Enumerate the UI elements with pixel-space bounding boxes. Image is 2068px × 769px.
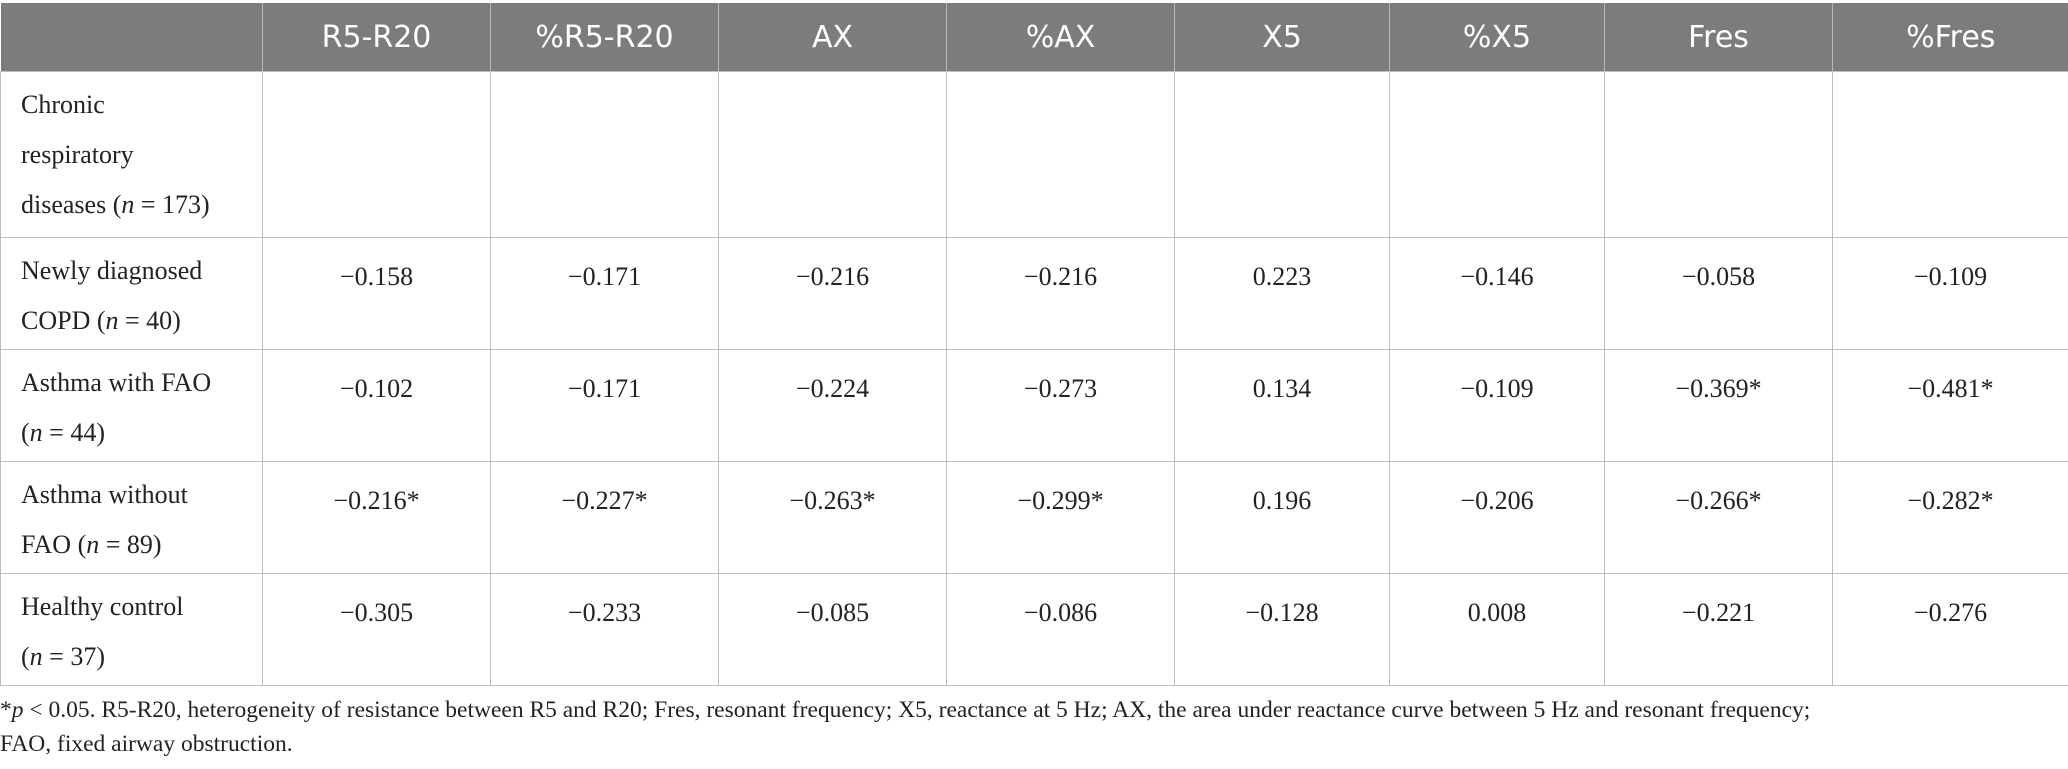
table-row: Asthma without FAO (n = 89) −0.216* −0.227*… bbox=[0, 461, 2068, 574]
header-cell: %AX bbox=[946, 3, 1175, 72]
value-cell: 0.196 bbox=[1174, 461, 1390, 574]
footnote-line-1: *p < 0.05. R5-R20, heterogeneity of resi… bbox=[0, 697, 1811, 723]
value-cell: −0.273 bbox=[946, 349, 1175, 462]
row-label-line: Chronic bbox=[21, 90, 105, 119]
table-row: Asthma with FAO (n = 44) −0.102 −0.171 −0.22… bbox=[0, 349, 2068, 462]
value-cell: −0.227* bbox=[490, 461, 719, 574]
header-cell-blank bbox=[0, 3, 263, 72]
row-label: Asthma without FAO (n = 89) bbox=[0, 461, 263, 574]
header-cell: X5 bbox=[1174, 3, 1390, 72]
row-label-line: Asthma without bbox=[21, 480, 188, 509]
value-cell bbox=[718, 71, 947, 238]
header-cell: %R5-R20 bbox=[490, 3, 719, 72]
value-cell: −0.086 bbox=[946, 573, 1175, 686]
header-cell: %Fres bbox=[1832, 3, 2068, 72]
header-cell: R5-R20 bbox=[262, 3, 491, 72]
row-label: Newly diagnosed COPD (n = 40) bbox=[0, 237, 263, 350]
header-row: R5-R20 %R5-R20 AX %AX X5 %X5 Fres %Fres bbox=[0, 3, 2068, 72]
value-cell: −0.102 bbox=[262, 349, 491, 462]
value-cell: −0.171 bbox=[490, 237, 719, 350]
value-cell: −0.299* bbox=[946, 461, 1175, 574]
value-cell: −0.233 bbox=[490, 573, 719, 686]
row-label: Chronic respiratory diseases (n = 173) bbox=[0, 71, 263, 238]
value-cell: −0.263* bbox=[718, 461, 947, 574]
header-cell: %X5 bbox=[1389, 3, 1605, 72]
table-row: Chronic respiratory diseases (n = 173) bbox=[0, 71, 2068, 238]
table-footnote: *p < 0.05. R5-R20, heterogeneity of resi… bbox=[0, 693, 2060, 761]
value-cell bbox=[1389, 71, 1605, 238]
row-label-line: diseases (n = 173) bbox=[21, 190, 210, 219]
value-cell: −0.085 bbox=[718, 573, 947, 686]
row-label-line: COPD (n = 40) bbox=[21, 306, 181, 335]
row-label-line: (n = 44) bbox=[21, 418, 105, 447]
value-cell: 0.008 bbox=[1389, 573, 1605, 686]
value-cell: −0.276 bbox=[1832, 573, 2068, 686]
value-cell: −0.282* bbox=[1832, 461, 2068, 574]
value-cell: −0.305 bbox=[262, 573, 491, 686]
value-cell: −0.146 bbox=[1389, 237, 1605, 350]
value-cell bbox=[1832, 71, 2068, 238]
row-label-line: Asthma with FAO bbox=[21, 368, 212, 397]
value-cell: 0.223 bbox=[1174, 237, 1390, 350]
value-cell: −0.171 bbox=[490, 349, 719, 462]
value-cell: −0.109 bbox=[1832, 237, 2068, 350]
value-cell: −0.109 bbox=[1389, 349, 1605, 462]
value-cell bbox=[946, 71, 1175, 238]
correlation-table: R5-R20 %R5-R20 AX %AX X5 %X5 Fres %Fres Chronic… bbox=[0, 3, 2068, 686]
value-cell bbox=[490, 71, 719, 238]
value-cell: −0.224 bbox=[718, 349, 947, 462]
table-row: Newly diagnosed COPD (n = 40) −0.158 −0.171… bbox=[0, 237, 2068, 350]
row-label-line: Newly diagnosed bbox=[21, 256, 203, 285]
row-label-line: respiratory bbox=[21, 140, 134, 169]
value-cell: −0.158 bbox=[262, 237, 491, 350]
value-cell: −0.058 bbox=[1604, 237, 1833, 350]
value-cell bbox=[1604, 71, 1833, 238]
value-cell: −0.216 bbox=[718, 237, 947, 350]
value-cell: 0.134 bbox=[1174, 349, 1390, 462]
header-cell: Fres bbox=[1604, 3, 1833, 72]
row-label-line: Healthy control bbox=[21, 592, 184, 621]
row-label-line: FAO (n = 89) bbox=[21, 530, 162, 559]
value-cell: −0.221 bbox=[1604, 573, 1833, 686]
value-cell: −0.369* bbox=[1604, 349, 1833, 462]
value-cell: −0.266* bbox=[1604, 461, 1833, 574]
value-cell: −0.216* bbox=[262, 461, 491, 574]
table-body: Chronic respiratory diseases (n = 173) Newl… bbox=[0, 71, 2068, 686]
value-cell bbox=[1174, 71, 1390, 238]
header-cell: AX bbox=[718, 3, 947, 72]
footnote-line-2: FAO, fixed airway obstruction. bbox=[0, 731, 293, 757]
value-cell: −0.481* bbox=[1832, 349, 2068, 462]
row-label: Asthma with FAO (n = 44) bbox=[0, 349, 263, 462]
row-label-line: (n = 37) bbox=[21, 642, 105, 671]
value-cell: −0.128 bbox=[1174, 573, 1390, 686]
value-cell: −0.216 bbox=[946, 237, 1175, 350]
value-cell: −0.206 bbox=[1389, 461, 1605, 574]
value-cell bbox=[262, 71, 491, 238]
table-row: Healthy control (n = 37) −0.305 −0.233 −0.08… bbox=[0, 573, 2068, 686]
row-label: Healthy control (n = 37) bbox=[0, 573, 263, 686]
